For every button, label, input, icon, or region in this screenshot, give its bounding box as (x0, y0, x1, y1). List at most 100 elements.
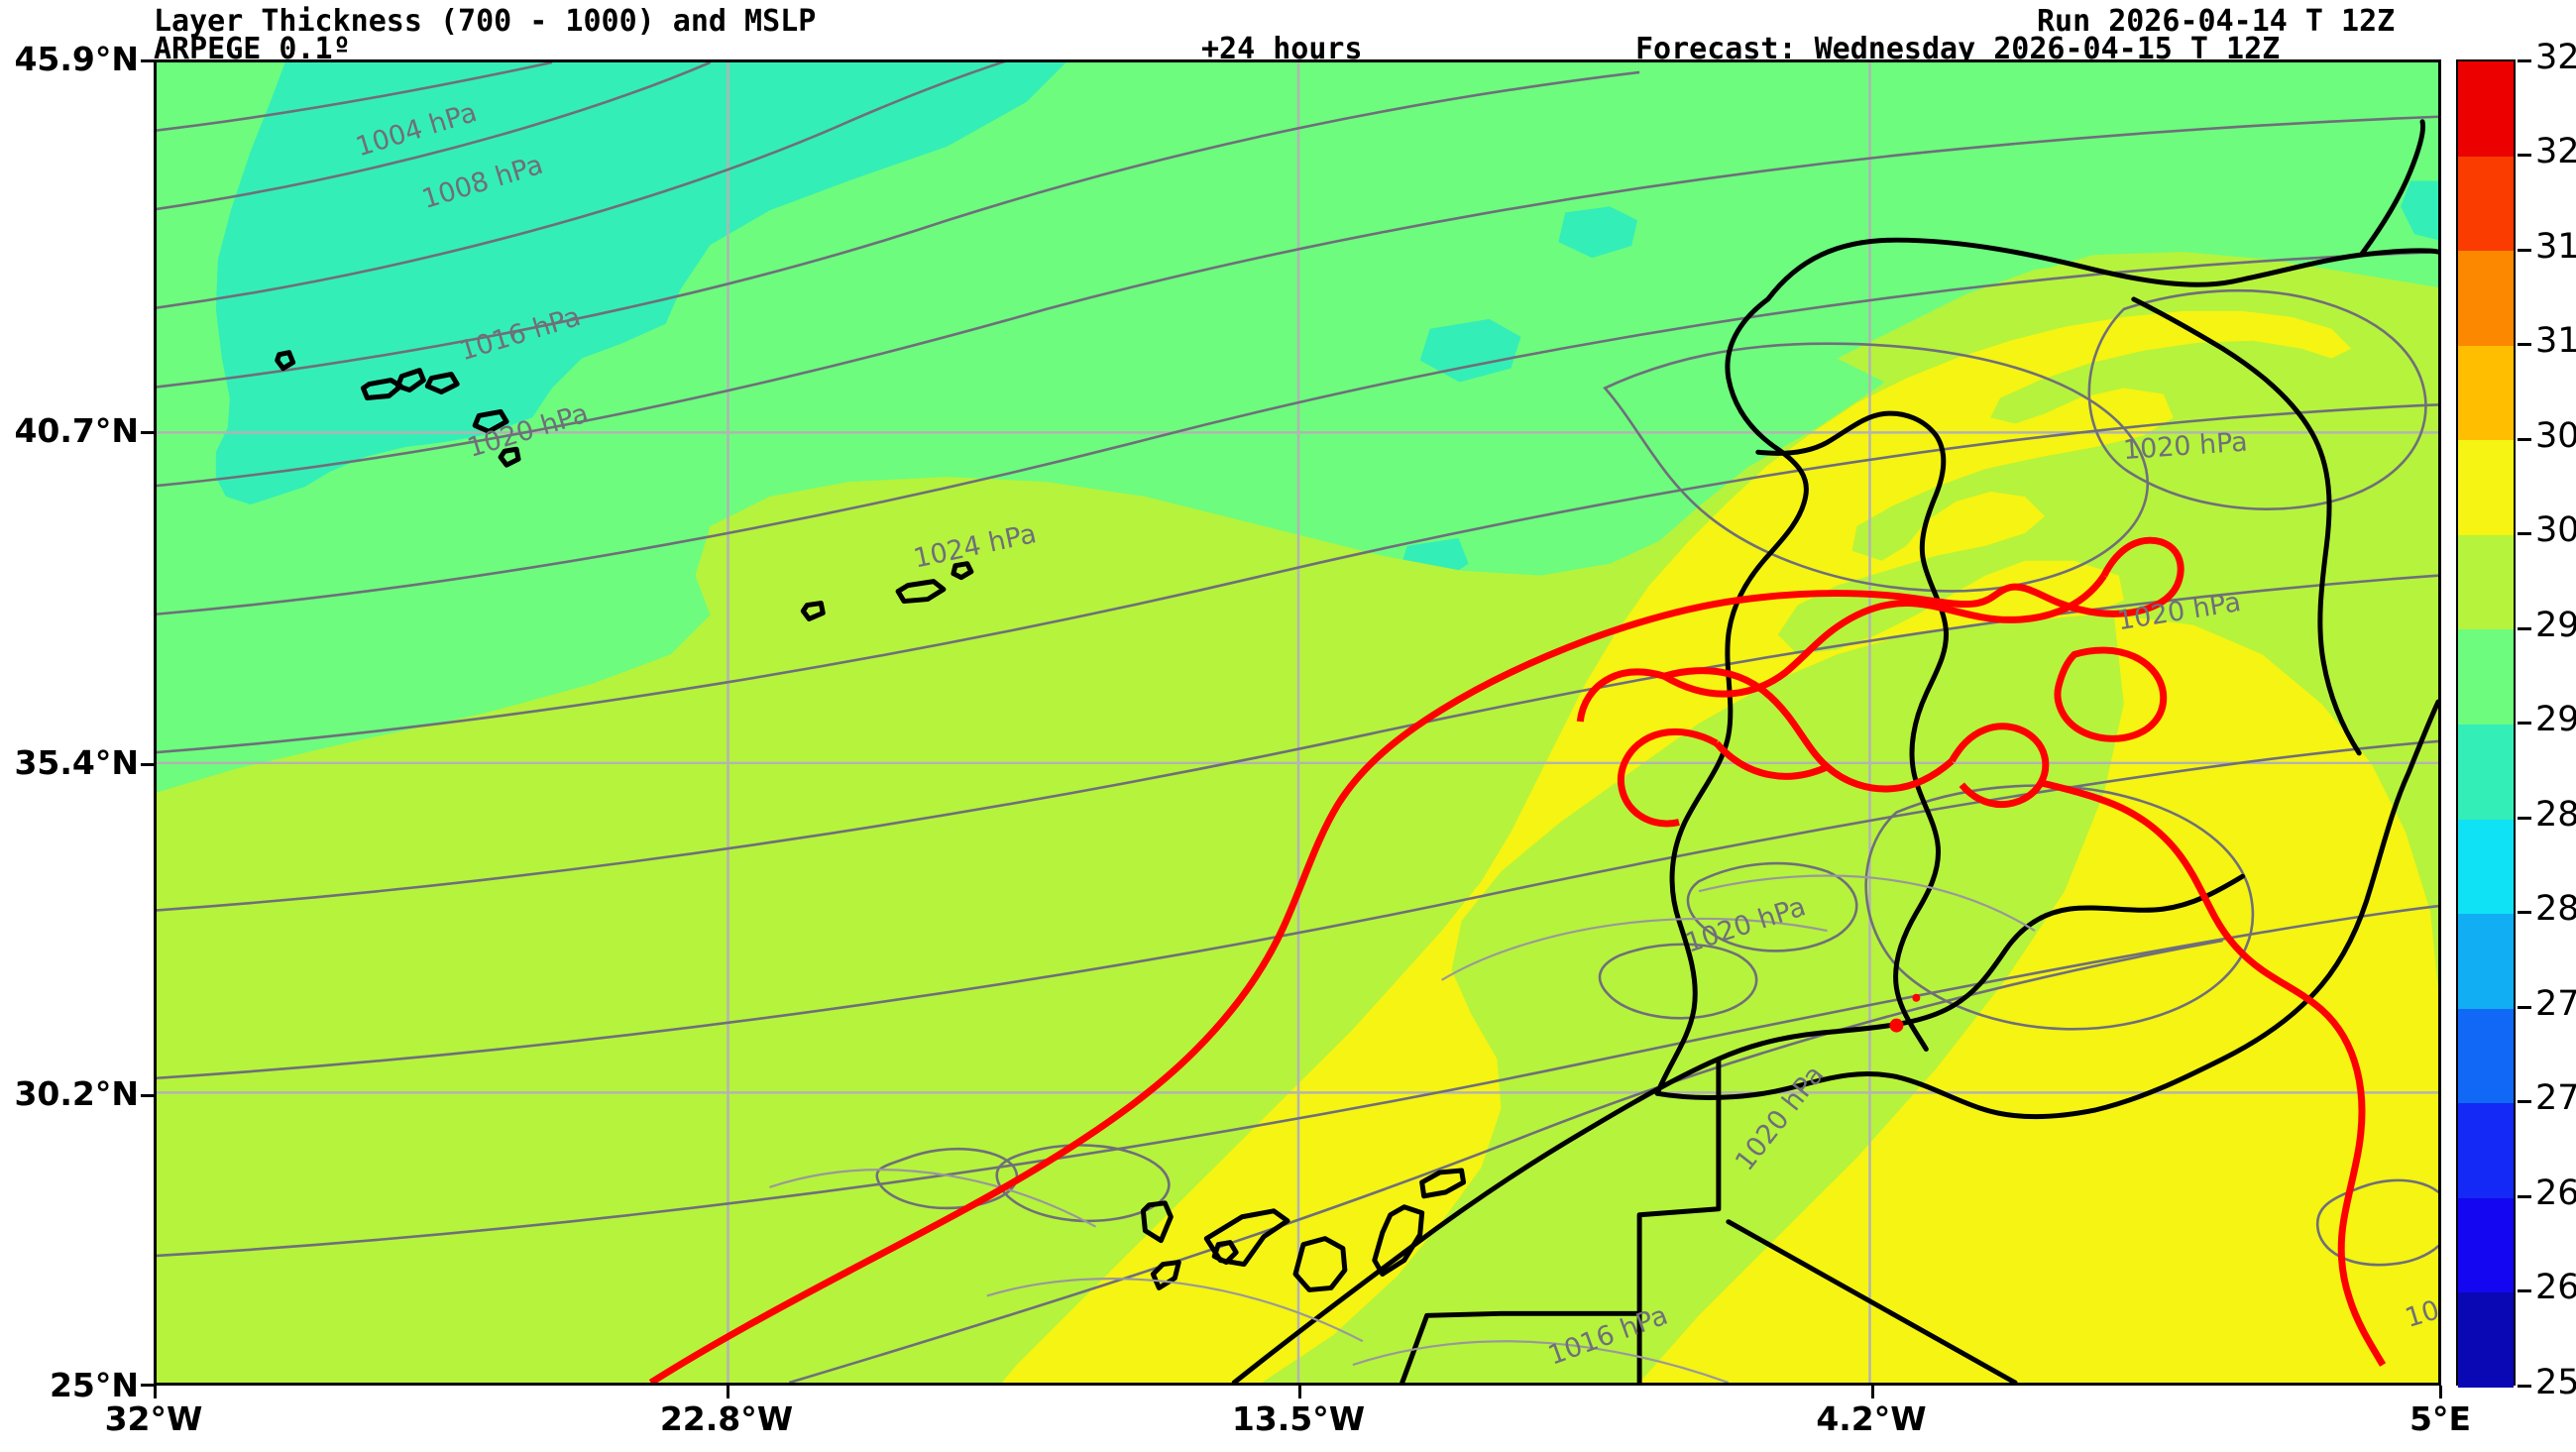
xtick-label-4-2w: 4.2°W (1816, 1399, 1927, 1438)
cb-band-275-280 (2458, 914, 2514, 1009)
island-madeira (895, 579, 947, 605)
ytick-mark-35-4 (141, 763, 154, 766)
xtick-label-5e: 5°E (2408, 1399, 2471, 1438)
cb-band-290-295 (2458, 629, 2514, 725)
cb-band-300-305 (2458, 440, 2514, 535)
ytick-mark-45-9 (141, 59, 154, 62)
weather-map: 1004 hPa 1008 hPa 1016 hPa 1020 hPa 1024… (157, 62, 2438, 1383)
island-tenerife (1203, 1208, 1290, 1268)
gridlines (157, 62, 2438, 1383)
ytick-label-35-4: 35.4°N (14, 743, 139, 782)
teal-patch-b (1419, 318, 1521, 383)
cb-tick-295 (2518, 627, 2531, 630)
cb-band-265-270 (2458, 1103, 2514, 1198)
ytick-label-40-7: 40.7°N (14, 411, 139, 450)
cb-band-295-300 (2458, 534, 2514, 630)
page-title: Layer Thickness (700 - 1000) and MSLP (154, 4, 817, 39)
cb-band-260-265 (2458, 1197, 2514, 1293)
border-algeria-diag (1726, 1219, 2018, 1383)
map-plot-area[interactable]: 1004 hPa 1008 hPa 1016 hPa 1020 hPa 1024… (154, 59, 2441, 1386)
island-azores-5 (498, 446, 521, 468)
cb-tick-290 (2518, 722, 2531, 725)
cb-tick-285 (2518, 817, 2531, 820)
teal-patch-a (1558, 206, 1638, 259)
cb-band-255-260 (2458, 1292, 2514, 1388)
island-azores-6 (275, 350, 296, 372)
cb-band-270-275 (2458, 1008, 2514, 1104)
ytick-mark-40-7 (141, 431, 154, 434)
island-hierro (1150, 1260, 1181, 1290)
island-porto-santo (951, 561, 974, 581)
coast-iberia-east (2131, 296, 2362, 756)
xtick-label-22-8w: 22.8°W (659, 1399, 794, 1438)
cb-label-320: 320 (2535, 132, 2576, 171)
run-time-label: Run 2026-04-14 T 12Z (2037, 4, 2396, 39)
thickness-band-300-305 (1001, 310, 2352, 1383)
island-azores-1 (360, 378, 403, 400)
island-gomera (1211, 1240, 1239, 1266)
cb-band-280-285 (2458, 819, 2514, 915)
cb-tick-270 (2518, 1100, 2531, 1103)
cb-band-315-320 (2458, 156, 2514, 252)
island-fuerteventura (1372, 1204, 1425, 1277)
island-azores-2 (394, 368, 426, 392)
cb-tick-265 (2518, 1195, 2531, 1198)
cb-label-310: 310 (2535, 321, 2576, 361)
xtick-mark-13-5w (1298, 1386, 1301, 1398)
colorbar[interactable] (2456, 59, 2516, 1388)
cb-label-270: 270 (2535, 1078, 2576, 1118)
cb-tick-305 (2518, 438, 2531, 441)
cb-label-315: 315 (2535, 227, 2576, 267)
coast-france-sw (2358, 119, 2426, 258)
coast-portugal-border (1755, 410, 1949, 1053)
xtick-label-13-5w: 13.5°W (1231, 1399, 1366, 1438)
cb-label-290: 290 (2535, 700, 2576, 739)
chart-header: Layer Thickness (700 - 1000) and MSLP AR… (0, 0, 2576, 66)
xtick-mark-4-2w (1871, 1386, 1874, 1398)
cb-label-255: 255 (2535, 1363, 2576, 1402)
highlight-contour-305 (648, 536, 2387, 1383)
cb-tick-320 (2518, 154, 2531, 157)
cb-band-285-290 (2458, 724, 2514, 820)
xtick-mark-22-8w (727, 1386, 729, 1398)
ytick-label-45-9: 45.9°N (14, 40, 139, 78)
border-morocco-algeria (1636, 1056, 1722, 1383)
coast-iberia (1654, 237, 2438, 1120)
cb-label-295: 295 (2535, 606, 2576, 645)
ytick-mark-25 (141, 1384, 154, 1387)
inland-outlines (769, 874, 2036, 1383)
island-azores-3 (424, 372, 460, 394)
cb-label-285: 285 (2535, 795, 2576, 835)
cb-band-310-315 (2458, 251, 2514, 346)
island-lanzarote (1419, 1168, 1467, 1199)
teal-patch-e (2401, 180, 2438, 241)
ytick-label-25: 25°N (49, 1366, 139, 1404)
coastlines (275, 119, 2438, 1383)
cb-tick-260 (2518, 1289, 2531, 1292)
ytick-label-30-2: 30.2°N (14, 1074, 139, 1113)
cb-label-280: 280 (2535, 889, 2576, 929)
yellow-east-region (1639, 614, 2438, 1383)
island-selvagens (800, 601, 826, 621)
cb-label-325: 325 (2535, 38, 2576, 77)
ytick-mark-30-2 (141, 1094, 154, 1097)
cb-band-320-325 (2458, 61, 2514, 157)
cb-tick-280 (2518, 911, 2531, 914)
cb-tick-300 (2518, 532, 2531, 535)
cb-label-300: 300 (2535, 510, 2576, 550)
cb-label-275: 275 (2535, 984, 2576, 1024)
cb-band-305-310 (2458, 345, 2514, 441)
cb-tick-310 (2518, 343, 2531, 346)
cb-label-260: 260 (2535, 1268, 2576, 1307)
cb-label-265: 265 (2535, 1173, 2576, 1213)
cb-label-305: 305 (2535, 416, 2576, 456)
xtick-mark-32w (154, 1386, 157, 1398)
thickness-band-285-290 (215, 62, 1066, 504)
island-azores-4 (472, 408, 509, 434)
cb-tick-275 (2518, 1006, 2531, 1009)
cb-tick-325 (2518, 59, 2531, 62)
coast-africa-north (1231, 873, 2246, 1383)
xtick-mark-5e (2439, 1386, 2442, 1398)
island-grancanaria (1292, 1236, 1348, 1292)
cb-tick-255 (2518, 1385, 2531, 1388)
